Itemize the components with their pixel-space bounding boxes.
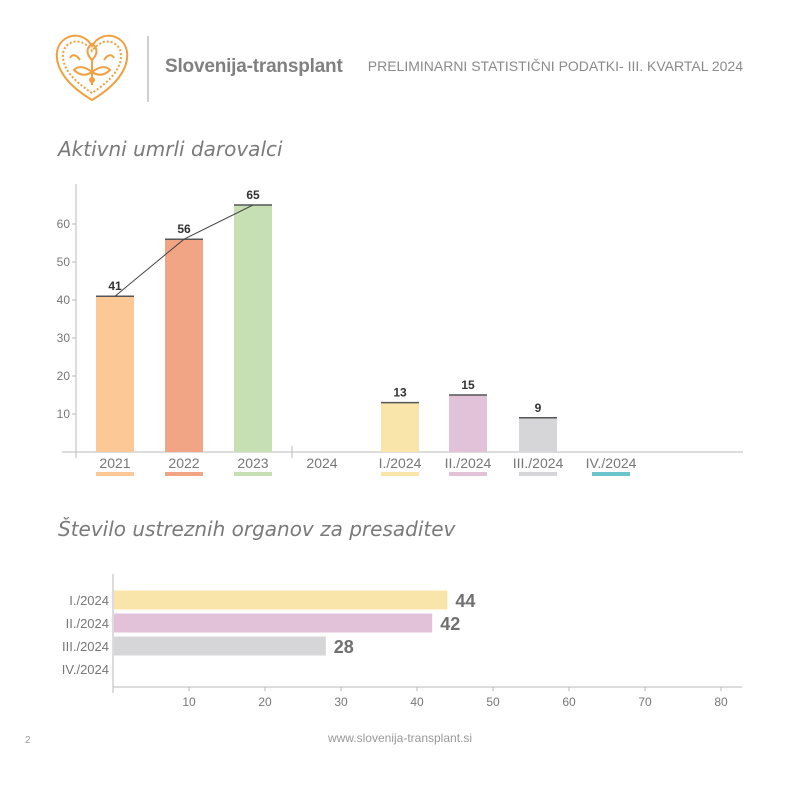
- bar-value-label: 28: [334, 637, 354, 657]
- bar: [96, 296, 134, 452]
- bar-value-label: 65: [246, 188, 260, 202]
- bar: [381, 402, 419, 452]
- y-tick-label: 30: [57, 331, 71, 345]
- x-tick-label: 30: [334, 695, 348, 709]
- bar: [519, 417, 557, 452]
- y-tick-label: 50: [57, 255, 71, 269]
- bar: [114, 636, 326, 656]
- header-divider: [147, 36, 149, 102]
- x-tick-label: 20: [258, 695, 272, 709]
- legend-swatch: [592, 472, 630, 476]
- bar-value-label: 41: [108, 279, 122, 293]
- bar: [449, 395, 487, 452]
- bar: [165, 239, 203, 452]
- x-tick-label: 10: [182, 695, 196, 709]
- organs-section-title: Število ustreznih organov za presaditev: [58, 517, 456, 541]
- x-tick-label: 70: [638, 695, 652, 709]
- category-label: I./2024: [69, 593, 109, 608]
- brand-name: Slovenija-transplant: [165, 56, 343, 77]
- report-subtitle: PRELIMINARNI STATISTIČNI PODATKI- III. K…: [368, 58, 743, 74]
- x-tick-label: 2021: [99, 455, 130, 471]
- legend-swatch: [381, 472, 419, 476]
- x-tick-label: 2024: [306, 455, 337, 471]
- bar: [114, 613, 433, 633]
- x-tick-label: I./2024: [379, 455, 422, 471]
- x-tick-label: IV./2024: [586, 455, 637, 471]
- y-tick-label: 60: [57, 217, 71, 231]
- bar: [234, 205, 272, 452]
- bar-value-label: 42: [440, 614, 460, 634]
- organs-bar-chart: 10 20 30 40 50 60 70 80 I./2024 44 II./2024 42 III./…: [62, 574, 742, 709]
- x-tick-label: 2023: [237, 455, 268, 471]
- legend-swatch: [96, 472, 134, 476]
- bar-value-label: 15: [461, 378, 475, 392]
- report-subtitle-quarter: III. KVARTAL 2024: [627, 58, 743, 74]
- x-tick-label: 50: [486, 695, 500, 709]
- x-tick-label: III./2024: [513, 455, 564, 471]
- bar-value-label: 56: [177, 222, 191, 236]
- category-label: IV./2024: [62, 662, 109, 677]
- bar-value-label: 13: [393, 386, 407, 400]
- bar-value-label: 9: [535, 401, 542, 415]
- x-tick-label: 60: [562, 695, 576, 709]
- category-label: II./2024: [66, 616, 109, 631]
- y-tick-label: 40: [57, 293, 71, 307]
- trend-line: [114, 204, 254, 297]
- legend-swatch: [234, 472, 272, 476]
- legend-swatch: [449, 472, 487, 476]
- y-tick-label: 10: [57, 407, 71, 421]
- x-tick-label: 80: [714, 695, 728, 709]
- legend-swatch: [165, 472, 203, 476]
- page-number: 2: [25, 735, 31, 746]
- report-subtitle-prefix: PRELIMINARNI STATISTIČNI PODATKI-: [367, 58, 628, 74]
- x-tick-label: 2022: [168, 455, 199, 471]
- donors-bar-chart: 10 20 30 40 50 60 41 2021 56 2022 65 2023 2024 13 I./2…: [57, 184, 743, 476]
- donors-section-title: Aktivni umrli darovalci: [58, 137, 283, 161]
- bar-value-label: 44: [455, 591, 475, 611]
- footer-url: www.slovenija-transplant.si: [327, 731, 473, 745]
- category-label: III./2024: [62, 639, 109, 654]
- y-tick-label: 20: [57, 369, 71, 383]
- x-tick-label: 40: [410, 695, 424, 709]
- x-tick-label: II./2024: [445, 455, 492, 471]
- bar: [114, 590, 448, 610]
- legend-swatch: [519, 472, 557, 476]
- heart-flower-logo-icon: [55, 34, 129, 102]
